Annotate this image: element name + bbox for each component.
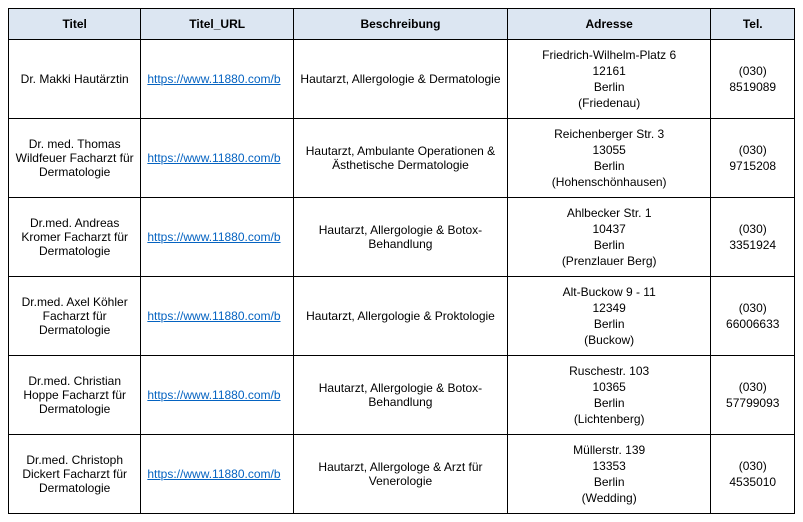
cell-url: https://www.11880.com/b [141, 119, 294, 198]
titel-url-link[interactable]: https://www.11880.com/b [147, 309, 280, 323]
cell-tel: (030)9715208 [711, 119, 795, 198]
tel-prefix: (030) [717, 63, 788, 79]
adresse-city: Berlin [514, 474, 705, 490]
tel-number: 3351924 [717, 237, 788, 253]
doctors-table: Titel Titel_URL Beschreibung Adresse Tel… [8, 8, 795, 514]
cell-url: https://www.11880.com/b [141, 277, 294, 356]
titel-url-link[interactable]: https://www.11880.com/b [147, 230, 280, 244]
cell-tel: (030)4535010 [711, 435, 795, 514]
adresse-district: (Prenzlauer Berg) [514, 253, 705, 269]
tel-prefix: (030) [717, 142, 788, 158]
tel-prefix: (030) [717, 458, 788, 474]
tel-number: 9715208 [717, 158, 788, 174]
table-row: Dr.med. Axel Köhler Facharzt für Dermato… [9, 277, 795, 356]
adresse-street: Reichenberger Str. 3 [514, 126, 705, 142]
tel-number: 8519089 [717, 79, 788, 95]
cell-tel: (030)3351924 [711, 198, 795, 277]
cell-url: https://www.11880.com/b [141, 356, 294, 435]
cell-titel: Dr.med. Axel Köhler Facharzt für Dermato… [9, 277, 141, 356]
cell-url: https://www.11880.com/b [141, 198, 294, 277]
cell-titel: Dr. Makki Hautärztin [9, 40, 141, 119]
cell-beschreibung: Hautarzt, Allergologie & Dermatologie [294, 40, 508, 119]
col-header-adresse: Adresse [507, 9, 711, 40]
titel-url-link[interactable]: https://www.11880.com/b [147, 467, 280, 481]
col-header-beschr: Beschreibung [294, 9, 508, 40]
adresse-zip: 12349 [514, 300, 705, 316]
table-header-row: Titel Titel_URL Beschreibung Adresse Tel… [9, 9, 795, 40]
adresse-city: Berlin [514, 395, 705, 411]
cell-beschreibung: Hautarzt, Allergologe & Arzt für Venerol… [294, 435, 508, 514]
adresse-district: (Buckow) [514, 332, 705, 348]
adresse-city: Berlin [514, 316, 705, 332]
table-row: Dr.med. Christoph Dickert Facharzt für D… [9, 435, 795, 514]
adresse-street: Ahlbecker Str. 1 [514, 205, 705, 221]
cell-titel: Dr.med. Christoph Dickert Facharzt für D… [9, 435, 141, 514]
cell-url: https://www.11880.com/b [141, 435, 294, 514]
titel-url-link[interactable]: https://www.11880.com/b [147, 388, 280, 402]
table-row: Dr.med. Andreas Kromer Facharzt für Derm… [9, 198, 795, 277]
adresse-street: Ruschestr. 103 [514, 363, 705, 379]
cell-beschreibung: Hautarzt, Allergologie & Botox-Behandlun… [294, 356, 508, 435]
cell-beschreibung: Hautarzt, Allergologie & Proktologie [294, 277, 508, 356]
tel-number: 57799093 [717, 395, 788, 411]
adresse-zip: 10437 [514, 221, 705, 237]
cell-adresse: Reichenberger Str. 313055Berlin(Hohensch… [507, 119, 711, 198]
tel-prefix: (030) [717, 379, 788, 395]
cell-beschreibung: Hautarzt, Ambulante Operationen & Ästhet… [294, 119, 508, 198]
cell-adresse: Ruschestr. 10310365Berlin(Lichtenberg) [507, 356, 711, 435]
table-row: Dr. Makki Hautärztin https://www.11880.co… [9, 40, 795, 119]
col-header-tel: Tel. [711, 9, 795, 40]
adresse-district: (Wedding) [514, 490, 705, 506]
adresse-street: Friedrich-Wilhelm-Platz 6 [514, 47, 705, 63]
col-header-url: Titel_URL [141, 9, 294, 40]
cell-titel: Dr. med. Thomas Wildfeuer Facharzt für D… [9, 119, 141, 198]
cell-tel: (030)8519089 [711, 40, 795, 119]
adresse-street: Müllerstr. 139 [514, 442, 705, 458]
titel-url-link[interactable]: https://www.11880.com/b [147, 72, 280, 86]
tel-prefix: (030) [717, 221, 788, 237]
adresse-district: (Friedenau) [514, 95, 705, 111]
adresse-street: Alt-Buckow 9 - 11 [514, 284, 705, 300]
adresse-district: (Hohenschönhausen) [514, 174, 705, 190]
adresse-zip: 13055 [514, 142, 705, 158]
cell-adresse: Müllerstr. 13913353Berlin(Wedding) [507, 435, 711, 514]
table-row: Dr. med. Thomas Wildfeuer Facharzt für D… [9, 119, 795, 198]
cell-tel: (030)66006633 [711, 277, 795, 356]
tel-number: 4535010 [717, 474, 788, 490]
cell-titel: Dr.med. Christian Hoppe Facharzt für Der… [9, 356, 141, 435]
adresse-district: (Lichtenberg) [514, 411, 705, 427]
cell-beschreibung: Hautarzt, Allergologie & Botox-Behandlun… [294, 198, 508, 277]
adresse-city: Berlin [514, 79, 705, 95]
cell-adresse: Alt-Buckow 9 - 1112349Berlin(Buckow) [507, 277, 711, 356]
adresse-zip: 12161 [514, 63, 705, 79]
cell-titel: Dr.med. Andreas Kromer Facharzt für Derm… [9, 198, 141, 277]
titel-url-link[interactable]: https://www.11880.com/b [147, 151, 280, 165]
table-body: Dr. Makki Hautärztin https://www.11880.co… [9, 40, 795, 514]
adresse-city: Berlin [514, 158, 705, 174]
col-header-titel: Titel [9, 9, 141, 40]
cell-adresse: Ahlbecker Str. 110437Berlin(Prenzlauer B… [507, 198, 711, 277]
tel-prefix: (030) [717, 300, 788, 316]
cell-tel: (030)57799093 [711, 356, 795, 435]
adresse-city: Berlin [514, 237, 705, 253]
tel-number: 66006633 [717, 316, 788, 332]
cell-url: https://www.11880.com/b [141, 40, 294, 119]
adresse-zip: 13353 [514, 458, 705, 474]
table-row: Dr.med. Christian Hoppe Facharzt für Der… [9, 356, 795, 435]
cell-adresse: Friedrich-Wilhelm-Platz 612161Berlin(Fri… [507, 40, 711, 119]
adresse-zip: 10365 [514, 379, 705, 395]
